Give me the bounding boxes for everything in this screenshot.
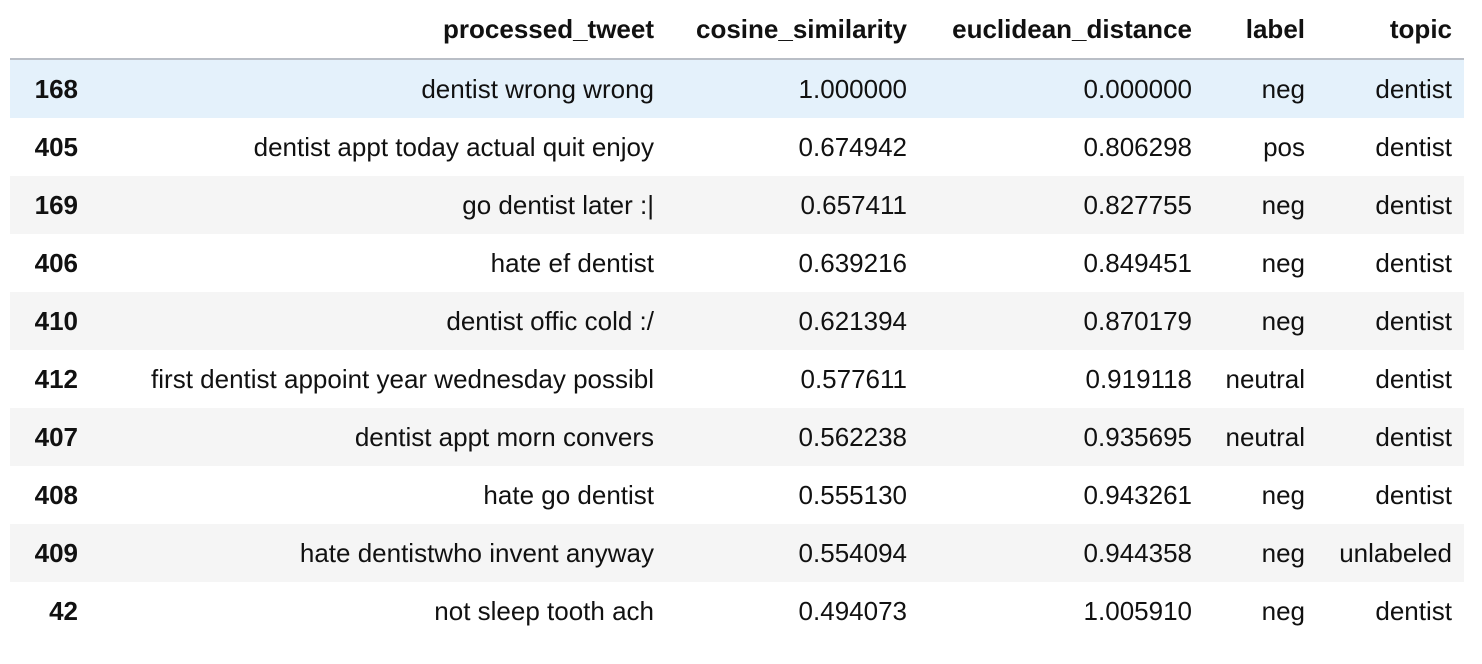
row-index: 406 [34,247,78,278]
header-row: processed_tweet cosine_similarity euclid… [10,0,1464,60]
cell-processed-tweet: not sleep tooth ach [434,595,654,626]
cell-processed-tweet: dentist appt morn convers [354,421,654,452]
cell-topic: dentist [1375,73,1452,104]
row-index: 168 [34,73,78,104]
cell-processed-tweet: hate ef dentist [490,247,654,278]
cell-processed-tweet: dentist wrong wrong [421,73,654,104]
cell-topic: dentist [1375,189,1452,220]
cell-euclidean-distance: 0.944358 [1083,537,1192,568]
cell-topic: dentist [1375,363,1452,394]
cell-label: neg [1261,537,1305,568]
cell-topic: unlabeled [1339,537,1452,568]
cell-euclidean-distance: 0.935695 [1083,421,1192,452]
cell-label: neg [1261,479,1305,510]
cell-label: neutral [1225,363,1306,394]
cell-processed-tweet: dentist offic cold :/ [446,305,654,336]
table-row: 168 dentist wrong wrong 1.000000 0.00000… [10,59,1464,118]
table-row: 405 dentist appt today actual quit enjoy… [10,118,1464,176]
cell-topic: dentist [1375,247,1452,278]
dataframe-table: processed_tweet cosine_similarity euclid… [10,0,1464,640]
cell-cosine-similarity: 0.494073 [798,595,907,626]
row-index: 407 [34,421,78,452]
cell-topic: dentist [1375,595,1452,626]
table-row: 408 hate go dentist 0.555130 0.943261 ne… [10,466,1464,524]
cell-processed-tweet: go dentist later :| [462,189,654,220]
cell-euclidean-distance: 0.806298 [1083,131,1192,162]
cell-topic: dentist [1375,131,1452,162]
cell-euclidean-distance: 0.000000 [1083,73,1192,104]
cell-cosine-similarity: 0.639216 [798,247,907,278]
table-row: 407 dentist appt morn convers 0.562238 0… [10,408,1464,466]
cell-processed-tweet: hate dentistwho invent anyway [299,537,654,568]
table-body: 168 dentist wrong wrong 1.000000 0.00000… [10,59,1464,640]
header-index [10,0,90,60]
table-row: 42 not sleep tooth ach 0.494073 1.005910… [10,582,1464,640]
header-topic: topic [1317,0,1464,60]
row-index: 409 [34,537,78,568]
cell-cosine-similarity: 0.657411 [800,189,907,220]
cell-cosine-similarity: 0.621394 [798,305,907,336]
row-index: 408 [34,479,78,510]
table-row: 409 hate dentistwho invent anyway 0.5540… [10,524,1464,582]
cell-processed-tweet: dentist appt today actual quit enjoy [253,131,654,162]
row-index: 412 [34,363,78,394]
cell-euclidean-distance: 0.870179 [1083,305,1192,336]
row-index: 410 [34,305,78,336]
cell-label: neutral [1225,421,1306,452]
cell-cosine-similarity: 0.577611 [800,363,907,394]
dataframe-output: processed_tweet cosine_similarity euclid… [10,0,1472,640]
table-header: processed_tweet cosine_similarity euclid… [10,0,1464,60]
cell-label: pos [1263,131,1305,162]
cell-euclidean-distance: 1.005910 [1083,595,1192,626]
cell-label: neg [1261,73,1305,104]
row-index: 42 [49,595,78,626]
cell-label: neg [1261,247,1305,278]
cell-processed-tweet: first dentist appoint year wednesday pos… [151,363,654,394]
cell-cosine-similarity: 1.000000 [798,73,907,104]
header-euclidean-distance: euclidean_distance [919,0,1204,60]
header-label: label [1204,0,1317,60]
cell-cosine-similarity: 0.674942 [798,131,907,162]
cell-euclidean-distance: 0.849451 [1083,247,1192,278]
cell-processed-tweet: hate go dentist [483,479,654,510]
cell-euclidean-distance: 0.827755 [1083,189,1192,220]
table-row: 169 go dentist later :| 0.657411 0.82775… [10,176,1464,234]
cell-label: neg [1261,189,1305,220]
cell-cosine-similarity: 0.562238 [798,421,907,452]
cell-cosine-similarity: 0.555130 [798,479,907,510]
cell-euclidean-distance: 0.943261 [1083,479,1192,510]
row-index: 405 [34,131,78,162]
table-row: 410 dentist offic cold :/ 0.621394 0.870… [10,292,1464,350]
cell-label: neg [1261,595,1305,626]
cell-topic: dentist [1375,421,1452,452]
cell-cosine-similarity: 0.554094 [798,537,907,568]
table-row: 412 first dentist appoint year wednesday… [10,350,1464,408]
header-processed-tweet: processed_tweet [90,0,666,60]
row-index: 169 [34,189,78,220]
header-cosine-similarity: cosine_similarity [666,0,919,60]
cell-topic: dentist [1375,479,1452,510]
cell-topic: dentist [1375,305,1452,336]
cell-label: neg [1261,305,1305,336]
table-row: 406 hate ef dentist 0.639216 0.849451 ne… [10,234,1464,292]
cell-euclidean-distance: 0.919118 [1085,363,1192,394]
